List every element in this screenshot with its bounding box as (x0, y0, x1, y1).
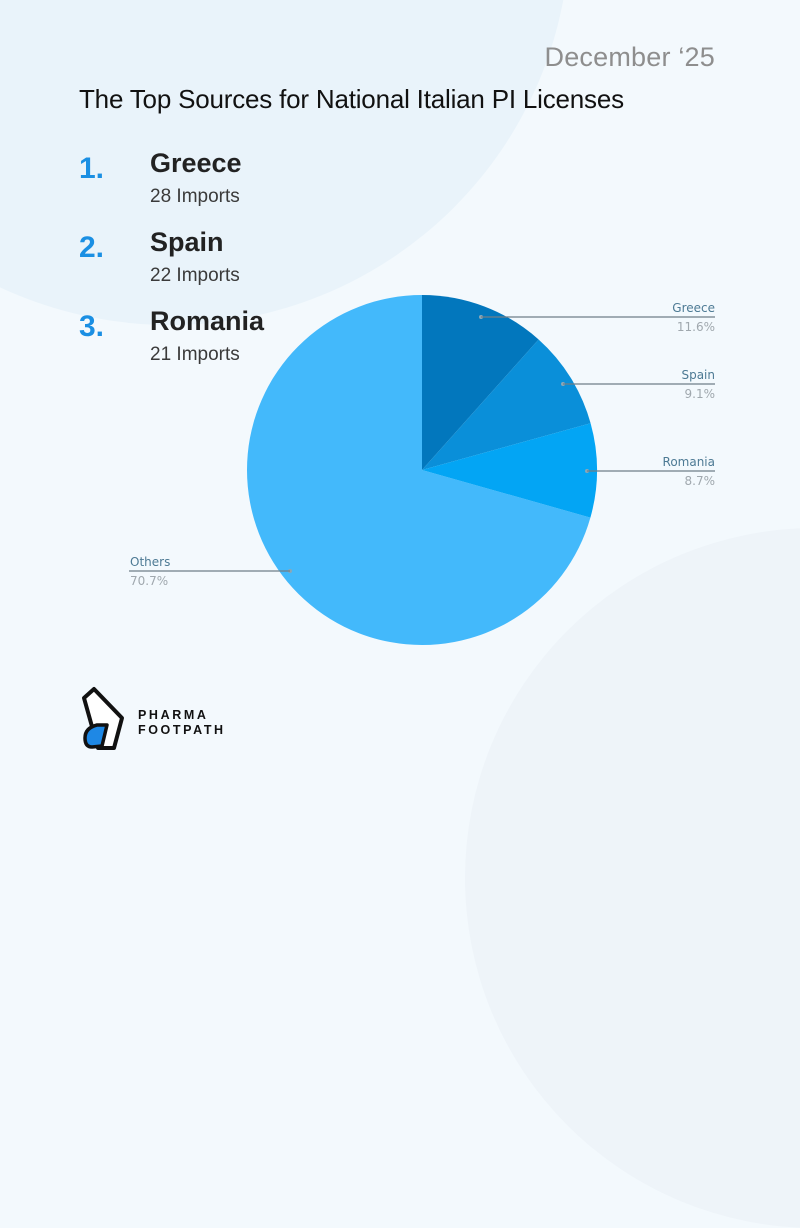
leader-line-greece (479, 315, 715, 319)
leader-line-romania (585, 469, 715, 473)
rank-country: Spain (150, 227, 224, 257)
label-others-name: Others (130, 555, 170, 569)
brand-line-1: PHARMA (138, 708, 209, 722)
label-greece-name: Greece (672, 301, 715, 315)
pharma-footpath-logo-icon (82, 687, 124, 750)
rank-number: 1. (79, 152, 105, 185)
rank-imports: 21 Imports (150, 344, 240, 365)
label-romania-value: 8.7% (685, 474, 716, 488)
rank-number: 3. (79, 310, 105, 343)
label-spain-value: 9.1% (685, 387, 716, 401)
leader-line-spain (561, 382, 715, 386)
rank-country: Greece (150, 148, 242, 178)
label-greece-value: 11.6% (677, 320, 715, 334)
brand-line-2: FOOTPATH (138, 723, 226, 737)
pie-slice-greece[interactable] (422, 295, 539, 470)
pie-slice-spain[interactable] (422, 339, 591, 471)
rank-country: Romania (150, 306, 265, 336)
report-date: December ‘25 (544, 42, 715, 72)
label-others-value: 70.7% (130, 574, 168, 588)
label-spain-name: Spain (681, 368, 715, 382)
page-title: The Top Sources for National Italian PI … (79, 84, 624, 114)
rank-number: 2. (79, 231, 105, 264)
rank-imports: 22 Imports (150, 265, 240, 286)
leader-line-others (129, 569, 292, 573)
pie-slice-romania[interactable] (422, 423, 597, 518)
label-romania-name: Romania (663, 455, 715, 469)
brand-name: PHARMA FOOTPATH (138, 708, 226, 738)
pie-chart: Greece 11.6% Spain 9.1% Romania 8.7% Oth… (129, 295, 716, 645)
rank-imports: 28 Imports (150, 186, 240, 207)
pie-slice-others[interactable] (246, 295, 591, 645)
